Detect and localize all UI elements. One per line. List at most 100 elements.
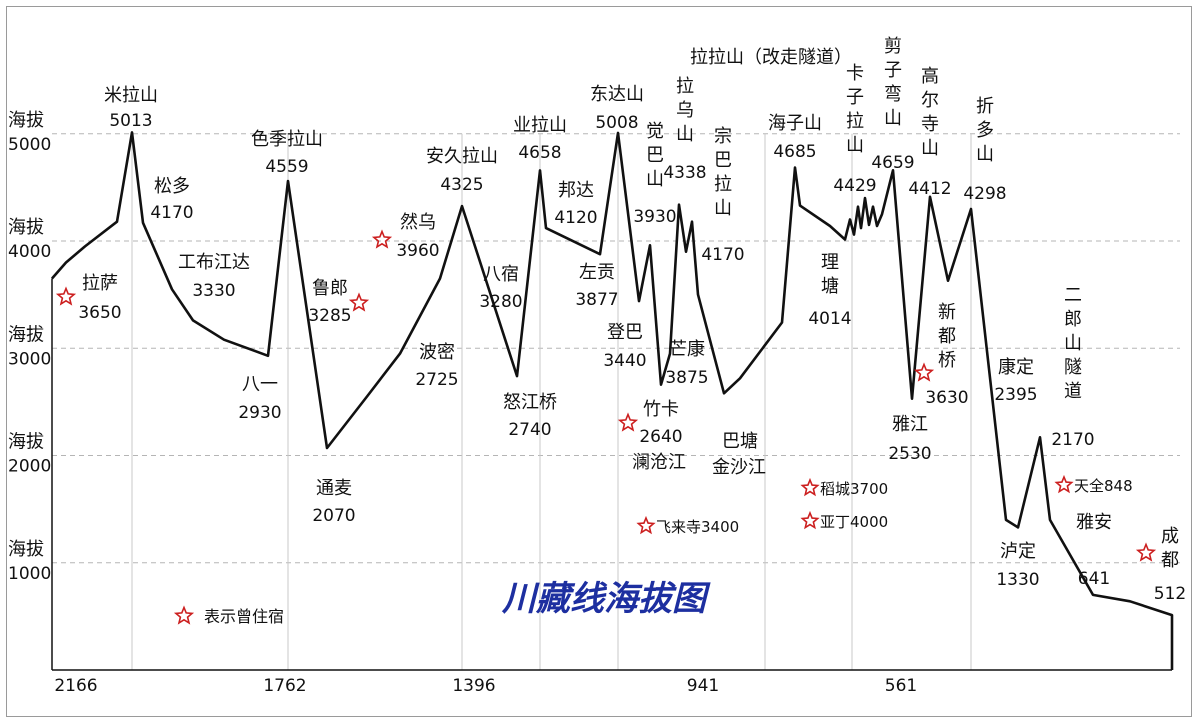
place-29-char: 山 xyxy=(846,135,864,156)
place-29-char: 拉 xyxy=(846,111,864,132)
elevation-profile-line xyxy=(51,131,1174,670)
place-24-label: 巴塘 xyxy=(722,431,758,452)
y-tick-4000: 4000 xyxy=(8,242,51,262)
side-note-1: 稻城3700 xyxy=(820,480,888,498)
place-28-char: 塘 xyxy=(821,276,839,297)
x-tick-941: 941 xyxy=(687,676,719,696)
place-37-char: 山 xyxy=(1064,333,1082,354)
place-36-label: 泸定 xyxy=(1000,541,1036,562)
place-6-altitude: 3285 xyxy=(308,306,351,326)
place-22-char: 拉 xyxy=(676,76,694,97)
place-35-altitude: 2395 xyxy=(994,385,1037,405)
side-note-0-star xyxy=(636,515,656,535)
place-15-label: 左贡 xyxy=(579,262,615,283)
place-27-altitude: 4685 xyxy=(773,142,816,162)
place-21-altitude: 3875 xyxy=(665,368,708,388)
place-19-stay-star xyxy=(617,412,639,432)
place-9-label: 波密 xyxy=(419,342,455,363)
place-22-altitude: 4338 xyxy=(663,163,706,183)
place-32-label: 新都桥 xyxy=(938,302,956,371)
place-34-char: 折 xyxy=(976,96,994,117)
place-37-char: 隧 xyxy=(1064,357,1082,378)
place-33-altitude: 2530 xyxy=(888,444,931,464)
place-34-altitude: 4298 xyxy=(963,184,1006,204)
place-17-char: 山 xyxy=(646,169,664,190)
place-20-label: 澜沧江 xyxy=(632,452,686,473)
place-37-label: 二郎山隧道 xyxy=(1064,285,1082,402)
x-tick-2166: 2166 xyxy=(54,676,97,696)
place-32-stay-star xyxy=(913,362,935,382)
x-tick-561: 561 xyxy=(885,676,917,696)
place-2-label: 松多 xyxy=(154,176,190,197)
place-15-altitude: 3877 xyxy=(575,290,618,310)
place-7-label: 通麦 xyxy=(316,478,352,499)
place-30-char: 山 xyxy=(884,108,902,129)
place-29-char: 卡 xyxy=(846,63,864,84)
place-26-label: 拉拉山（改走隧道） xyxy=(690,47,852,68)
place-18-label: 登巴 xyxy=(607,322,643,343)
chart-title: 川藏线海拔图 xyxy=(501,579,711,619)
y-label-haiba-4000: 海拔 xyxy=(8,217,44,238)
place-13-label: 业拉山 xyxy=(513,115,567,136)
place-32-char: 桥 xyxy=(938,350,956,371)
place-11-label: 八宿 xyxy=(483,264,519,285)
place-37-altitude: 2170 xyxy=(1051,430,1094,450)
place-38-label: 雅安 xyxy=(1076,512,1112,533)
place-39-stay-star xyxy=(1135,542,1157,562)
legend-star xyxy=(173,605,195,625)
place-34-char: 山 xyxy=(976,144,994,165)
place-23-char: 宗 xyxy=(714,126,732,147)
place-12-label: 怒江桥 xyxy=(503,392,557,413)
chart-frame xyxy=(6,6,1192,717)
y-tick-2000: 2000 xyxy=(8,457,51,477)
x-tick-1396: 1396 xyxy=(452,676,495,696)
place-31-char: 山 xyxy=(921,138,939,159)
place-39-char: 成 xyxy=(1161,526,1179,547)
side-note-1-star xyxy=(800,477,820,497)
place-37-char: 郎 xyxy=(1064,309,1082,330)
place-30-char: 子 xyxy=(884,60,902,81)
place-11-altitude: 3280 xyxy=(479,292,522,312)
place-0-altitude: 3650 xyxy=(78,303,121,323)
y-tick-3000: 3000 xyxy=(8,349,51,369)
place-30-altitude: 4659 xyxy=(871,153,914,173)
place-19-altitude: 2640 xyxy=(639,427,682,447)
place-27-label: 海子山 xyxy=(768,113,822,134)
place-23-altitude: 4170 xyxy=(701,245,744,265)
place-33-label: 雅江 xyxy=(892,414,928,435)
place-14-label: 邦达 xyxy=(558,180,594,201)
place-16-label: 东达山 xyxy=(590,84,644,105)
place-1-label: 米拉山 xyxy=(104,85,158,106)
place-36-altitude: 1330 xyxy=(996,570,1039,590)
place-2-altitude: 4170 xyxy=(150,203,193,223)
place-16-altitude: 5008 xyxy=(595,113,638,133)
place-19-label: 竹卡 xyxy=(643,399,679,420)
place-31-char: 高 xyxy=(921,66,939,87)
place-34-char: 多 xyxy=(976,120,994,141)
place-31-char: 尔 xyxy=(921,90,939,111)
legend-text: 表示曾住宿 xyxy=(204,607,284,626)
place-0-stay-star xyxy=(55,286,77,306)
place-39-label: 成都 xyxy=(1161,526,1179,571)
side-note-0: 飞来寺3400 xyxy=(656,518,739,536)
side-note-2-star xyxy=(800,510,820,530)
place-23-char: 拉 xyxy=(714,174,732,195)
place-8-label: 然乌 xyxy=(400,212,436,233)
place-30-label: 剪子弯山 xyxy=(884,36,902,129)
place-22-char: 山 xyxy=(676,124,694,145)
place-39-altitude: 512 xyxy=(1154,584,1186,604)
place-1-altitude: 5013 xyxy=(109,111,152,131)
place-22-char: 乌 xyxy=(676,100,694,121)
place-8-stay-star xyxy=(371,229,393,249)
place-5-label: 色季拉山 xyxy=(251,129,323,150)
y-label-haiba-3000: 海拔 xyxy=(8,324,44,345)
place-30-char: 剪 xyxy=(884,36,902,57)
place-23-char: 山 xyxy=(714,198,732,219)
place-28-char: 理 xyxy=(821,252,839,273)
place-31-altitude: 4412 xyxy=(908,179,951,199)
place-17-char: 觉 xyxy=(646,121,664,142)
place-32-char: 都 xyxy=(938,326,956,347)
y-tick-5000: 5000 xyxy=(8,135,51,155)
